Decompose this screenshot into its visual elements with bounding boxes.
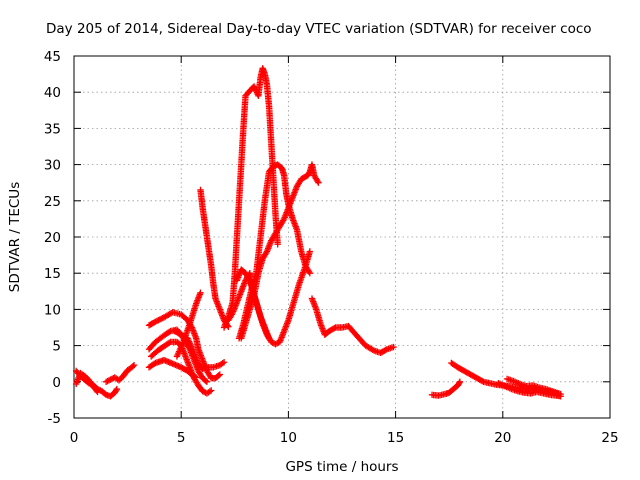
data-point-marker — [197, 289, 204, 296]
data-point-marker — [104, 377, 111, 385]
series-track-17 — [428, 378, 464, 399]
data-point-marker — [280, 217, 287, 224]
data-point-marker — [199, 388, 206, 395]
data-point-marker — [107, 376, 114, 383]
data-point-marker — [153, 317, 161, 325]
y-tick-label: 40 — [44, 85, 61, 101]
y-tick-label: 35 — [44, 121, 61, 137]
data-point-marker — [165, 328, 173, 336]
data-point-marker — [202, 377, 210, 385]
data-point-marker — [274, 241, 281, 248]
data-point-marker — [216, 371, 223, 378]
x-tick-label: 20 — [494, 430, 511, 446]
series-track-3 — [102, 361, 138, 385]
data-point-marker — [165, 339, 173, 347]
data-point-marker — [382, 346, 389, 354]
series-track-10 — [197, 186, 232, 330]
data-point-marker — [219, 360, 226, 367]
x-axis-label: GPS time / hours — [285, 459, 398, 475]
series-track-14 — [238, 161, 322, 342]
data-point-marker — [268, 338, 275, 346]
series-track-9 — [173, 289, 204, 360]
x-tick-label: 5 — [177, 430, 186, 446]
data-point-marker — [93, 387, 101, 395]
data-point-marker — [130, 361, 138, 369]
data-point-marker — [156, 316, 163, 323]
data-point-marker — [331, 325, 338, 332]
data-point-marker — [203, 378, 211, 385]
y-tick-label: 5 — [52, 339, 61, 355]
data-point-marker — [315, 179, 322, 186]
data-point-marker — [369, 346, 376, 354]
series-track-16 — [308, 295, 397, 357]
data-point-marker — [555, 390, 562, 397]
data-point-marker — [152, 318, 159, 325]
data-series — [72, 65, 564, 400]
data-point-marker — [220, 359, 228, 366]
chart-title: Day 205 of 2014, Sidereal Day-to-day VTE… — [46, 21, 592, 37]
data-point-marker — [105, 377, 113, 384]
axis-ticks — [73, 55, 611, 419]
x-tick-label: 0 — [70, 430, 79, 446]
series-track-4 — [145, 309, 223, 382]
y-tick-label: 15 — [44, 266, 61, 282]
data-point-marker — [456, 378, 464, 385]
series-track-8 — [171, 327, 228, 372]
data-point-marker — [305, 268, 313, 275]
y-tick-label: 30 — [44, 158, 61, 174]
data-point-marker — [456, 379, 463, 387]
y-tick-label: 45 — [44, 49, 61, 65]
data-point-marker — [112, 387, 120, 394]
y-tick-label: -5 — [48, 411, 61, 427]
data-point-marker — [193, 374, 200, 381]
data-point-marker — [113, 385, 121, 393]
x-tick-label: 10 — [280, 430, 297, 446]
data-point-marker — [191, 373, 198, 380]
data-point-marker — [208, 387, 215, 394]
data-point-marker — [265, 335, 273, 342]
x-tick-label: 15 — [387, 430, 404, 446]
data-point-marker — [228, 311, 235, 318]
series-track-7 — [145, 356, 200, 381]
data-point-marker — [157, 315, 165, 323]
y-tick-label: 0 — [52, 375, 61, 391]
y-axis-label: SDTVAR / TECUs — [7, 182, 23, 292]
data-point-marker — [479, 377, 486, 385]
data-point-marker — [390, 343, 397, 351]
data-point-marker — [129, 363, 137, 370]
data-point-marker — [272, 340, 279, 348]
data-point-marker — [306, 270, 314, 277]
data-point-marker — [206, 388, 213, 395]
data-point-marker — [94, 388, 101, 396]
y-tick-label: 20 — [44, 230, 61, 246]
data-point-marker — [262, 249, 270, 257]
x-tick-label: 25 — [601, 430, 618, 446]
data-point-marker — [273, 340, 281, 347]
x-tick-labels: 0 5 10 15 20 25 — [70, 430, 619, 446]
y-tick-labels: -5 0 5 10 15 20 25 30 35 40 45 — [44, 49, 61, 427]
data-point-marker — [314, 178, 321, 185]
y-tick-label: 10 — [44, 302, 61, 318]
data-point-marker — [102, 378, 110, 385]
data-point-marker — [215, 372, 222, 379]
y-tick-label: 25 — [44, 194, 61, 210]
data-point-marker — [306, 248, 314, 255]
series-track-20 — [503, 375, 562, 397]
data-point-marker — [155, 317, 162, 324]
grid-lines — [74, 56, 610, 418]
series-track-15 — [225, 270, 273, 342]
series-track-2 — [72, 367, 101, 396]
data-point-marker — [269, 339, 276, 346]
